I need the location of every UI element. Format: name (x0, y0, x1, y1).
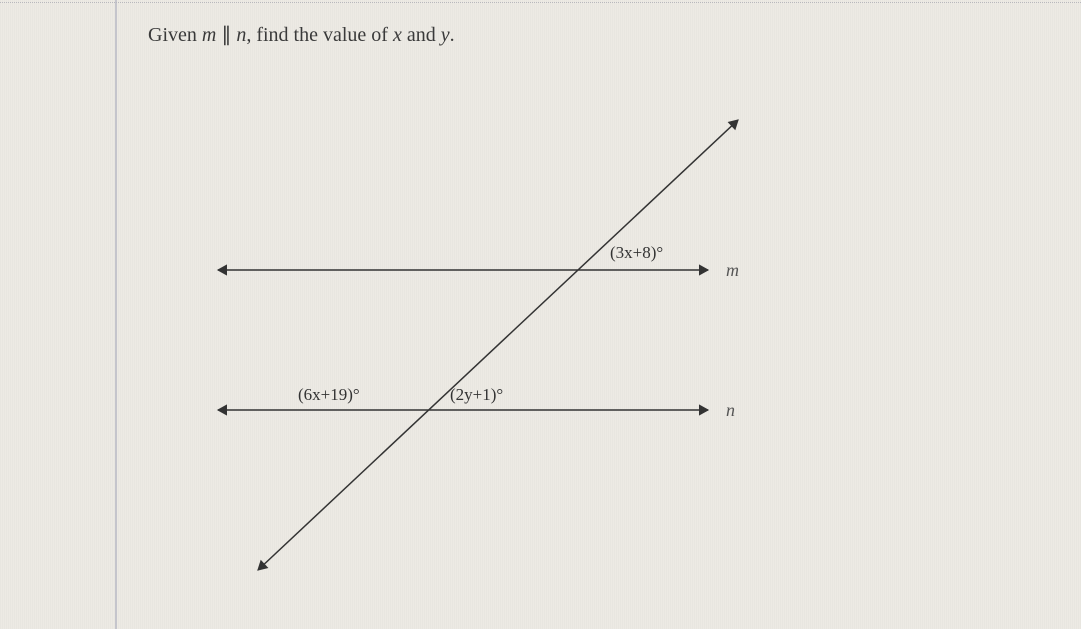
page-margin-top (0, 2, 1081, 4)
question-prefix: Given (148, 24, 202, 46)
geometry-diagram: m n (3x+8)° (6x+19)° (2y+1)° (148, 90, 868, 590)
diagram-svg: m n (3x+8)° (6x+19)° (2y+1)° (148, 90, 868, 590)
question-suffix: . (450, 24, 455, 46)
angle-label-top: (3x+8)° (610, 243, 663, 262)
label-line-n: n (726, 400, 735, 420)
question-var-x: x (393, 24, 402, 46)
label-line-m: m (726, 260, 739, 280)
question-var-m: m (202, 24, 216, 46)
question-var-n: n (236, 24, 246, 46)
question-var-y: y (441, 24, 450, 46)
angle-label-left-n: (6x+19)° (298, 385, 360, 404)
question-middle: , find the value of (246, 24, 393, 46)
question-parallel-symbol: ∥ (216, 24, 236, 46)
page-margin-left (115, 0, 117, 629)
angle-label-right-n: (2y+1)° (450, 385, 503, 404)
question-prompt: Given m ∥ n, find the value of x and y. (148, 22, 455, 47)
transversal-line (258, 120, 738, 570)
question-and: and (402, 24, 441, 46)
